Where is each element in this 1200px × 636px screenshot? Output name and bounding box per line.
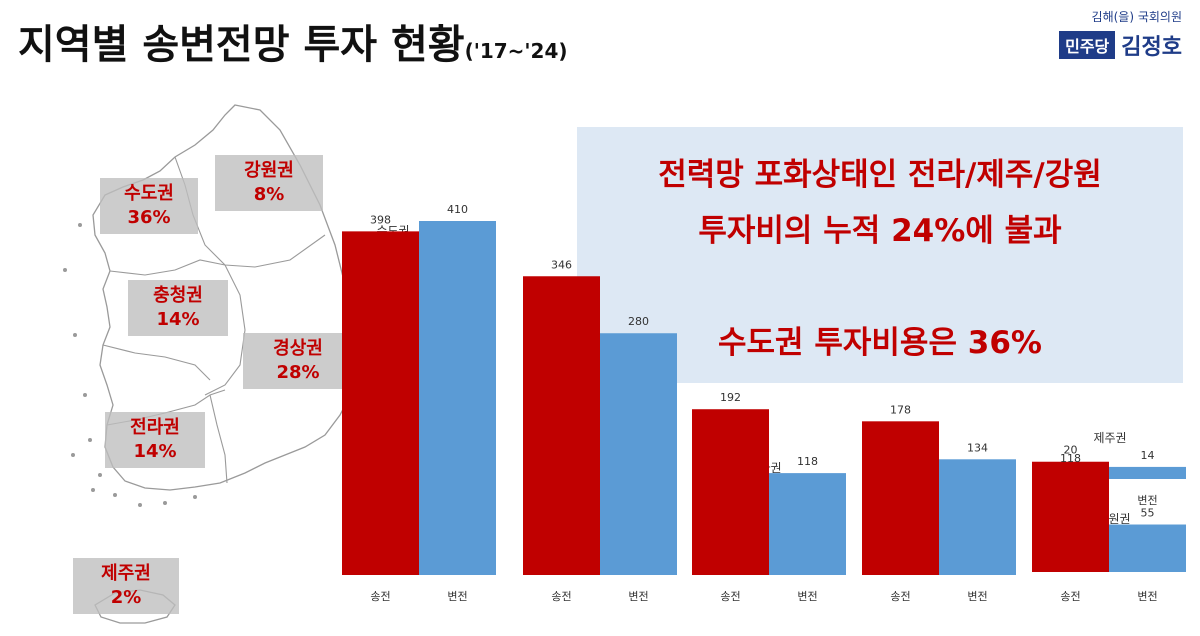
tick-label: 송전 xyxy=(1060,590,1080,603)
bar xyxy=(769,473,846,575)
bar xyxy=(523,276,600,575)
region-share: 36% xyxy=(127,207,171,228)
bar xyxy=(862,421,939,575)
region-label-jeju: 제주권 2% xyxy=(73,558,179,614)
region-share: 14% xyxy=(133,441,177,462)
data-label: 20 xyxy=(1064,444,1078,457)
callout-line-1: 전력망 포화상태인 전라/제주/강원 xyxy=(658,157,1102,193)
data-label: 410 xyxy=(447,203,468,216)
party-logo: 김해(을) 국회의원 민주당 김정호 xyxy=(1059,8,1182,61)
data-label: 346 xyxy=(551,258,572,271)
tick-label: 변전 xyxy=(797,590,817,603)
bar xyxy=(692,409,769,575)
region-name: 수도권 xyxy=(124,183,174,204)
region-share: 2% xyxy=(110,587,142,608)
bar xyxy=(342,231,419,576)
tick-label: 변전 xyxy=(1137,494,1157,507)
page-title: 지역별 송변전망 투자 현황('17~'24) xyxy=(18,12,568,70)
region-share: 28% xyxy=(276,362,320,383)
data-label: 398 xyxy=(370,213,391,226)
tick-label: 송전 xyxy=(370,590,390,603)
region-label-jeolla: 전라권 14% xyxy=(105,412,205,468)
region-share: 14% xyxy=(156,309,200,330)
title-text: 지역별 송변전망 투자 현황 xyxy=(18,22,465,68)
tick-label: 송전 xyxy=(551,590,571,603)
data-label: 118 xyxy=(797,455,818,468)
bar xyxy=(419,221,496,575)
data-label: 55 xyxy=(1141,507,1155,520)
bar xyxy=(600,333,677,575)
data-label: 178 xyxy=(890,403,911,416)
data-label: 118 xyxy=(1060,452,1081,465)
member-name: 김정호 xyxy=(1121,35,1182,60)
callout-box: 전력망 포화상태인 전라/제주/강원 투자비의 누적 24%에 불과 수도권 투… xyxy=(577,127,1183,383)
data-label: 280 xyxy=(628,315,649,328)
tick-label: 변전 xyxy=(1137,590,1157,603)
region-name: 충청권 xyxy=(153,285,203,306)
bar xyxy=(1109,466,1186,479)
party-badge: 민주당 xyxy=(1059,31,1116,59)
tick-label: 송전 xyxy=(890,590,910,603)
region-name: 제주권 xyxy=(101,563,151,584)
region-name: 경상권 xyxy=(273,338,323,359)
callout-line-2: 투자비의 누적 24%에 불과 xyxy=(698,213,1062,249)
tick-label: 변전 xyxy=(628,590,648,603)
region-name: 전라권 xyxy=(130,417,180,438)
tick-label: 송전 xyxy=(720,590,740,603)
data-label: 14 xyxy=(1141,449,1155,462)
callout-line-3: 수도권 투자비용은 36% xyxy=(718,325,1042,361)
region-label-gyeongsang: 경상권 28% xyxy=(243,333,353,389)
tick-label: 변전 xyxy=(447,590,467,603)
data-label: 134 xyxy=(967,441,988,454)
islands xyxy=(63,223,197,507)
region-label-gangwon: 강원권 8% xyxy=(215,155,323,211)
data-label: 192 xyxy=(720,391,741,404)
group-label: 제주권 xyxy=(1093,431,1126,445)
tick-label: 변전 xyxy=(967,590,987,603)
title-period: ('17~'24) xyxy=(464,39,568,63)
region-share: 8% xyxy=(253,184,285,205)
bar xyxy=(939,459,1016,575)
region-label-sudo: 수도권 36% xyxy=(100,178,198,234)
bar xyxy=(1109,524,1186,572)
member-label: 김해(을) 국회의원 xyxy=(1091,10,1182,24)
region-name: 강원권 xyxy=(244,160,294,181)
region-label-chungcheong: 충청권 14% xyxy=(128,280,228,336)
bar xyxy=(1032,470,1109,572)
